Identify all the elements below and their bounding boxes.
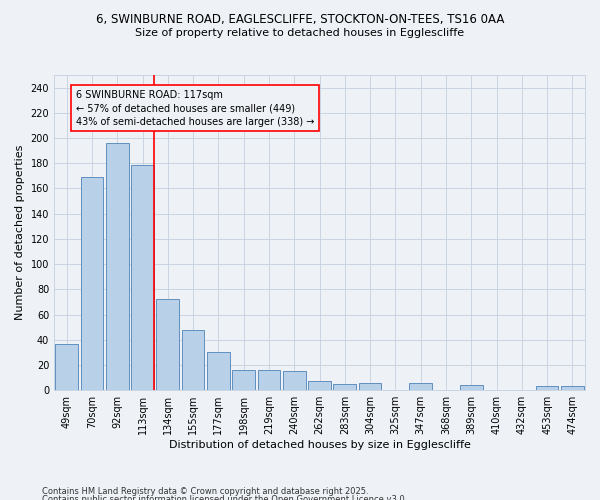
Bar xyxy=(308,382,331,390)
Bar xyxy=(232,370,255,390)
Bar xyxy=(207,352,230,390)
Bar xyxy=(182,330,205,390)
X-axis label: Distribution of detached houses by size in Egglescliffe: Distribution of detached houses by size … xyxy=(169,440,470,450)
Text: 6, SWINBURNE ROAD, EAGLESCLIFFE, STOCKTON-ON-TEES, TS16 0AA: 6, SWINBURNE ROAD, EAGLESCLIFFE, STOCKTO… xyxy=(96,12,504,26)
Bar xyxy=(409,382,432,390)
Text: Contains public sector information licensed under the Open Government Licence v3: Contains public sector information licen… xyxy=(42,495,407,500)
Text: Size of property relative to detached houses in Egglescliffe: Size of property relative to detached ho… xyxy=(136,28,464,38)
Bar xyxy=(157,300,179,390)
Bar xyxy=(334,384,356,390)
Bar xyxy=(460,385,482,390)
Bar xyxy=(561,386,584,390)
Y-axis label: Number of detached properties: Number of detached properties xyxy=(15,145,25,320)
Text: 6 SWINBURNE ROAD: 117sqm
← 57% of detached houses are smaller (449)
43% of semi-: 6 SWINBURNE ROAD: 117sqm ← 57% of detach… xyxy=(76,90,314,126)
Bar xyxy=(55,344,78,390)
Text: Contains HM Land Registry data © Crown copyright and database right 2025.: Contains HM Land Registry data © Crown c… xyxy=(42,488,368,496)
Bar xyxy=(106,143,128,390)
Bar xyxy=(257,370,280,390)
Bar xyxy=(283,372,305,390)
Bar xyxy=(359,382,382,390)
Bar xyxy=(131,164,154,390)
Bar xyxy=(80,177,103,390)
Bar xyxy=(536,386,559,390)
